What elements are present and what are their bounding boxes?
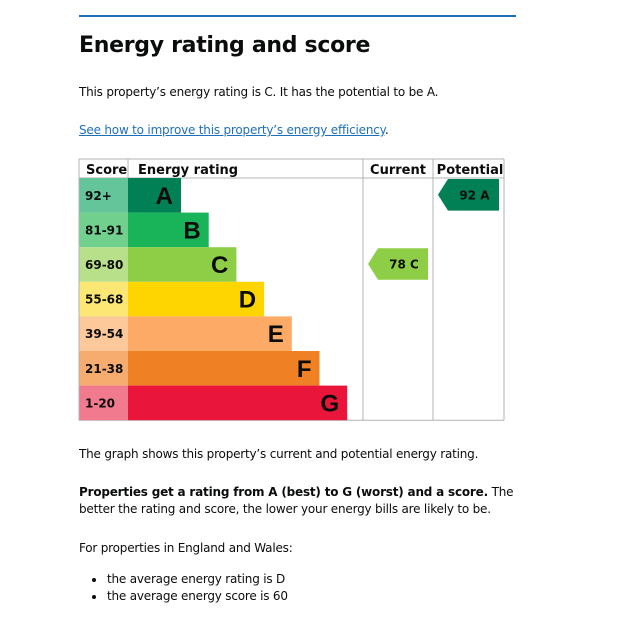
rating-summary: This property’s energy rating is C. It h… xyxy=(79,85,439,99)
rating-letter-e: E xyxy=(268,321,284,348)
score-cell-b xyxy=(79,212,128,248)
score-label-e: 39-54 xyxy=(85,327,123,341)
score-label-f: 21-38 xyxy=(85,362,123,376)
score-cell-f xyxy=(79,351,128,386)
rating-letter-f: F xyxy=(297,356,312,383)
chart-headers: Score Energy rating Current Potential xyxy=(86,163,503,178)
rating-letter-d: D xyxy=(239,287,256,314)
rating-letter-a: A xyxy=(156,183,173,210)
score-cell-e xyxy=(79,316,128,351)
score-cell-g xyxy=(79,385,128,421)
score-label-c: 69-80 xyxy=(85,258,123,272)
chart-pointers: 78 C 92 A xyxy=(368,179,499,280)
list-item: the average energy score is 60 xyxy=(79,588,288,605)
potential-rating-arrow xyxy=(438,179,499,211)
score-cell-a xyxy=(79,178,128,213)
current-column-header: Current xyxy=(370,163,426,178)
rating-explanation: Properties get a rating from A (best) to… xyxy=(79,484,519,518)
potential-rating-label: 92 A xyxy=(459,188,490,202)
rating-bar-c xyxy=(128,247,237,282)
top-rule xyxy=(79,15,516,17)
region-intro: For properties in England and Wales: xyxy=(79,541,293,555)
rating-explanation-rest: The better the rating and score, the low… xyxy=(79,485,514,516)
current-rating-label: 78 C xyxy=(389,258,419,272)
rating-bar-d xyxy=(128,281,265,317)
list-item: the average energy rating is D xyxy=(79,571,288,588)
score-label-g: 1-20 xyxy=(85,396,115,410)
graph-note: The graph shows this property’s current … xyxy=(79,447,479,461)
rating-column-header: Energy rating xyxy=(138,163,238,178)
link-suffix: . xyxy=(384,123,389,137)
average-list: the average energy rating is D the avera… xyxy=(79,571,288,605)
score-label-b: 81-91 xyxy=(85,223,123,237)
potential-column-header: Potential xyxy=(437,163,504,178)
score-cell-d xyxy=(79,281,128,317)
improve-energy-link[interactable]: See how to improve this property’s energ… xyxy=(79,123,385,137)
rating-bar-f xyxy=(128,351,320,386)
rating-bar-e xyxy=(128,316,292,351)
chart-bands: 92+ A 81-91 B 69-80 C 55-68 D 39-54 E 21-38 F 1-20 G xyxy=(79,178,348,421)
score-cell-c xyxy=(79,247,128,282)
score-label-d: 55-68 xyxy=(85,293,123,307)
score-label-a: 92+ xyxy=(85,189,112,203)
page-title: Energy rating and score xyxy=(79,33,371,58)
current-rating-arrow xyxy=(368,248,428,280)
rating-bar-a xyxy=(128,178,181,213)
chart-grid xyxy=(78,158,505,421)
rating-letter-c: C xyxy=(211,252,228,279)
score-column-header: Score xyxy=(86,163,127,178)
rating-explanation-bold: Properties get a rating from A (best) to… xyxy=(79,485,488,499)
rating-letter-b: B xyxy=(183,217,200,244)
improve-link-line: See how to improve this property’s energ… xyxy=(79,122,389,139)
rating-bar-b xyxy=(128,212,209,248)
rating-letter-g: G xyxy=(321,390,340,417)
rating-bar-g xyxy=(128,385,348,421)
